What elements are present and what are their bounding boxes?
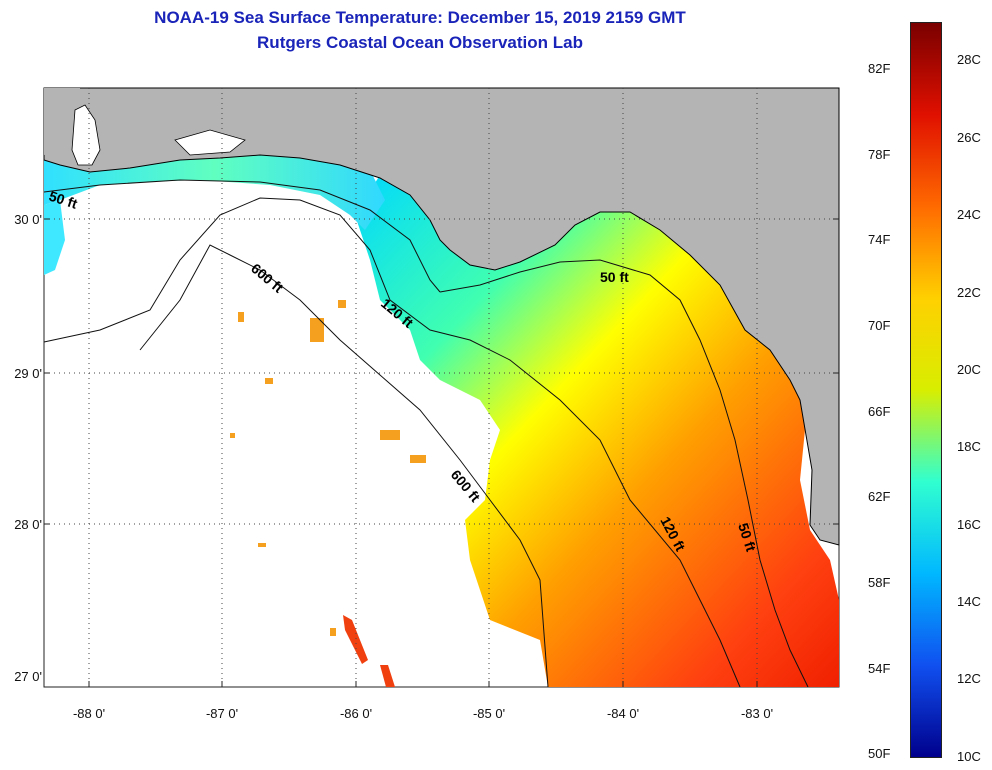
- colorbar-f-50: 50F: [868, 746, 891, 761]
- colorbar-f-82: 82F: [868, 61, 891, 76]
- lon-label-86: -86 0': [339, 706, 373, 721]
- colorbar-f-66: 66F: [868, 404, 891, 419]
- colorbar-c-26: 26C: [957, 130, 981, 145]
- lat-label-27: 27 0': [14, 669, 42, 684]
- land-north: [43, 87, 840, 546]
- land-sliver: [44, 88, 80, 155]
- lat-label-28: 28 0': [14, 517, 42, 532]
- lon-label-85: -85 0': [472, 706, 506, 721]
- colorbar-c-24: 24C: [957, 207, 981, 222]
- colorbar-c-22: 22C: [957, 285, 981, 300]
- sst-map: 50 ft 50 ft 50 ft 120 ft 120 ft 600 ft 6…: [43, 87, 840, 688]
- map-title: NOAA-19 Sea Surface Temperature: Decembe…: [154, 8, 686, 27]
- lon-label-88: -88 0': [72, 706, 106, 721]
- lon-label-83: -83 0': [740, 706, 774, 721]
- colorbar-f-78: 78F: [868, 147, 891, 162]
- colorbar-c-14: 14C: [957, 594, 981, 609]
- temperature-colorbar: [910, 22, 942, 758]
- contour-120ft: [43, 197, 741, 688]
- colorbar-f-70: 70F: [868, 318, 891, 333]
- colorbar-c-28: 28C: [957, 52, 981, 67]
- colorbar-f-54: 54F: [868, 661, 891, 676]
- colorbar-f-74: 74F: [868, 232, 891, 247]
- colorbar-c-20: 20C: [957, 362, 981, 377]
- colorbar-c-16: 16C: [957, 517, 981, 532]
- map-subtitle: Rutgers Coastal Ocean Observation Lab: [257, 33, 583, 52]
- colorbar-c-18: 18C: [957, 439, 981, 454]
- lat-label-30: 30 0': [14, 212, 42, 227]
- sst-field-east: [355, 175, 839, 687]
- colorbar-c-12: 12C: [957, 671, 981, 686]
- lat-label-29: 29 0': [14, 366, 42, 381]
- depth-contours: [43, 179, 809, 688]
- sst-scatter: [230, 300, 426, 636]
- colorbar-f-58: 58F: [868, 575, 891, 590]
- bay-mobile: [71, 104, 101, 166]
- colorbar-c-10: 10C: [957, 749, 981, 764]
- contour-label-50ft-east: 50 ft: [600, 269, 629, 285]
- lon-label-84: -84 0': [606, 706, 640, 721]
- lon-label-87: -87 0': [205, 706, 239, 721]
- contour-50ft-east: [439, 259, 809, 688]
- contour-50ft-west: [43, 179, 441, 293]
- colorbar-f-62: 62F: [868, 489, 891, 504]
- contour-600ft: [139, 244, 549, 688]
- sst-streak: [343, 615, 368, 664]
- sst-streak-2: [380, 665, 395, 687]
- bay-pensacola: [174, 129, 246, 156]
